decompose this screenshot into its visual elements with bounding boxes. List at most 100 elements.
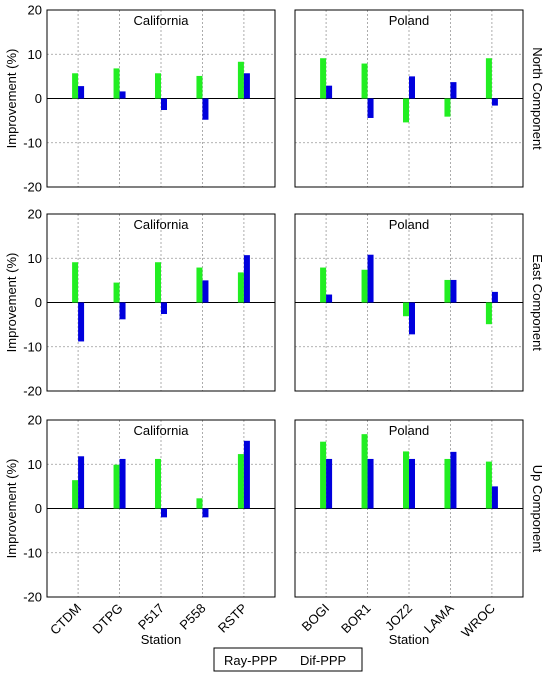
row-label: North Component <box>530 47 545 150</box>
x-tick-label: BOR1 <box>338 601 374 637</box>
panel-title: Poland <box>389 217 429 232</box>
bar-dif-ppp-rstp <box>237 61 244 99</box>
bar-ray-ppp-lama <box>450 451 457 509</box>
bar-dif-ppp-bor1 <box>361 269 368 303</box>
bar-dif-ppp-dtpg <box>113 282 120 303</box>
bar-dif-ppp-bogi <box>320 267 327 303</box>
bar-dif-ppp-ctdm <box>72 262 79 303</box>
x-tick-label: RSTP <box>215 601 250 636</box>
panel-title: Poland <box>389 13 429 28</box>
x-tick-label: JOZ2 <box>382 601 415 634</box>
plot-frame <box>294 419 524 598</box>
y-tick-label: 20 <box>28 413 42 428</box>
y-tick-label: -10 <box>23 339 42 354</box>
bar-ray-ppp-rstp <box>243 255 250 303</box>
bar-ray-ppp-p558 <box>202 280 209 303</box>
bar-dif-ppp-dtpg <box>113 464 120 509</box>
row-label: East Component <box>530 254 545 351</box>
x-tick-label: WROC <box>458 601 498 641</box>
x-tick-label: P517 <box>135 601 167 633</box>
bar-dif-ppp-bogi <box>320 58 327 99</box>
bar-ray-ppp-p558 <box>202 508 209 518</box>
x-tick-label: DTPG <box>90 601 126 637</box>
y-tick-label: 0 <box>35 501 42 516</box>
y-axis-label: Improvement (%) <box>4 253 19 353</box>
bar-dif-ppp-rstp <box>237 454 244 509</box>
y-tick-label: 0 <box>35 295 42 310</box>
bar-ray-ppp-bogi <box>326 294 333 303</box>
bar-dif-ppp-ctdm <box>72 73 79 99</box>
bar-dif-ppp-joz2 <box>403 98 409 123</box>
bar-ray-ppp-bogi <box>326 85 333 99</box>
bar-dif-ppp-p517 <box>155 73 161 99</box>
bar-dif-ppp-lama <box>444 279 451 303</box>
bar-ray-ppp-wroc <box>491 98 498 106</box>
y-tick-label: -20 <box>23 384 42 399</box>
y-axis-label: Improvement (%) <box>4 49 19 149</box>
bar-ray-ppp-dtpg <box>119 458 126 509</box>
bar-dif-ppp-bogi <box>320 441 327 509</box>
bar-ray-ppp-ctdm <box>78 456 85 509</box>
bar-dif-ppp-wroc <box>485 302 492 325</box>
bar-ray-ppp-bor1 <box>367 458 374 509</box>
y-tick-label: -10 <box>23 545 42 560</box>
bar-dif-ppp-p517 <box>155 458 161 509</box>
panel-title: Poland <box>389 423 429 438</box>
x-tick-label: P558 <box>176 601 208 633</box>
y-axis-label: Improvement (%) <box>4 459 19 559</box>
bar-ray-ppp-joz2 <box>409 302 415 335</box>
bar-ray-ppp-lama <box>450 279 457 303</box>
plot-frame <box>46 419 276 598</box>
x-tick-label: BOGI <box>299 601 333 635</box>
bar-ray-ppp-dtpg <box>119 302 126 320</box>
bar-ray-ppp-p517 <box>161 508 167 518</box>
bar-dif-ppp-lama <box>444 98 451 117</box>
x-axis-label: Station <box>389 632 429 647</box>
bar-dif-ppp-bor1 <box>361 63 368 99</box>
bar-ray-ppp-rstp <box>243 73 250 99</box>
plot-frame <box>46 213 276 392</box>
x-axis-label: Station <box>141 632 181 647</box>
bar-ray-ppp-bor1 <box>367 254 374 303</box>
y-tick-label: 20 <box>28 207 42 222</box>
y-tick-label: -20 <box>23 590 42 605</box>
plot-frame <box>294 213 524 392</box>
bar-dif-ppp-wroc <box>485 461 492 509</box>
bar-ray-ppp-bogi <box>326 458 333 509</box>
bar-ray-ppp-joz2 <box>409 458 415 509</box>
y-tick-label: -20 <box>23 180 42 195</box>
bar-ray-ppp-wroc <box>491 291 498 303</box>
bar-ray-ppp-ctdm <box>78 302 85 342</box>
bar-ray-ppp-p517 <box>161 98 167 111</box>
bar-ray-ppp-p558 <box>202 98 209 120</box>
x-tick-label: CTDM <box>47 601 84 638</box>
plot-frame <box>294 9 524 188</box>
bar-ray-ppp-dtpg <box>119 91 126 99</box>
bar-ray-ppp-joz2 <box>409 76 415 99</box>
y-tick-label: 10 <box>28 457 42 472</box>
bar-ray-ppp-rstp <box>243 440 250 509</box>
bar-ray-ppp-p517 <box>161 302 167 315</box>
bar-ray-ppp-bor1 <box>367 98 374 118</box>
panels: 20 10 0 -10 -20 California Improvement (%) Pola… <box>4 3 545 648</box>
bar-ray-ppp-lama <box>450 82 457 99</box>
bar-dif-ppp-p558 <box>196 75 203 99</box>
y-tick-label: 20 <box>28 3 42 18</box>
plot-frame <box>46 9 276 188</box>
y-tick-label: 10 <box>28 251 42 266</box>
legend-item-dif-ppp: Dif-PPP <box>300 653 346 668</box>
bar-dif-ppp-dtpg <box>113 68 120 99</box>
y-tick-label: -10 <box>23 135 42 150</box>
bar-dif-ppp-ctdm <box>72 480 79 509</box>
panel-title: California <box>134 13 190 28</box>
y-tick-label: 0 <box>35 91 42 106</box>
y-tick-label: 10 <box>28 47 42 62</box>
bar-dif-ppp-bor1 <box>361 434 368 509</box>
x-tick-label: LAMA <box>421 600 457 636</box>
bar-dif-ppp-joz2 <box>403 451 409 509</box>
legend-box <box>213 647 363 672</box>
legend-item-ray-ppp: Ray-PPP <box>224 653 277 668</box>
panel-title: California <box>134 217 190 232</box>
bar-dif-ppp-lama <box>444 458 451 509</box>
